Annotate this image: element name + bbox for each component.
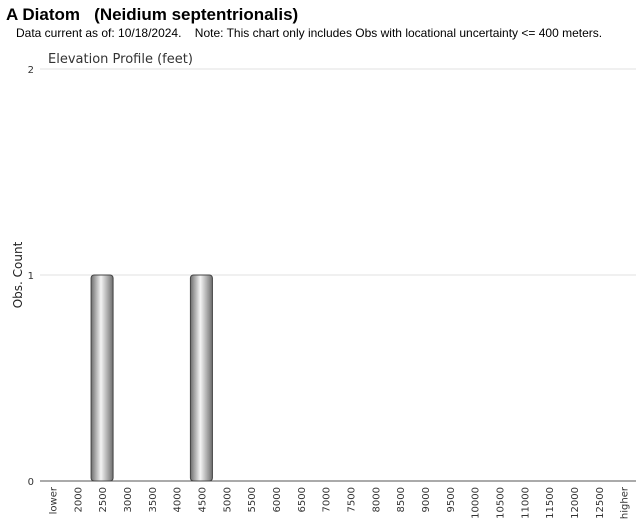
x-tick-label: 3000 [123,487,134,512]
y-axis-label: Obs. Count [11,241,25,308]
y-tick-label: 1 [28,271,34,282]
x-tick-label: 7500 [346,487,357,512]
x-tick-label: 12500 [595,487,606,519]
x-tick-label: lower [48,486,59,514]
x-tick-label: 9500 [446,487,457,512]
data-note: Data current as of: 10/18/2024. Note: Th… [16,26,603,40]
x-tick-label: 11500 [545,487,556,519]
x-tick-label: 4500 [197,487,208,512]
x-tick-label: 8000 [371,487,382,512]
y-tick-label: 0 [28,477,34,488]
page-title: A Diatom (Neidium septentrionalis) [6,5,299,24]
chart-title: Elevation Profile (feet) [48,52,193,67]
x-tick-label: 6000 [272,487,283,512]
x-tick-label: 12000 [570,487,581,519]
x-tick-label: 7000 [322,487,333,512]
x-tick-label: 2500 [98,487,109,512]
x-tick-label: 9000 [421,487,432,512]
bar-4500 [189,274,213,482]
x-tick-label: 11000 [520,487,531,519]
x-tick-label: 6500 [297,487,308,512]
x-tick-label: 2000 [73,487,84,512]
x-tick-label: 5500 [247,487,258,512]
x-tick-label: 3500 [148,487,159,512]
x-tick-label: 5000 [222,487,233,512]
x-tick-label: 4000 [173,487,184,512]
x-tick-label: 10500 [495,487,506,519]
x-tick-label: 10000 [471,487,482,519]
y-tick-label: 2 [28,65,34,76]
x-tick-label: higher [620,486,631,519]
bar-2500 [90,274,114,482]
x-tick-label: 8500 [396,487,407,512]
